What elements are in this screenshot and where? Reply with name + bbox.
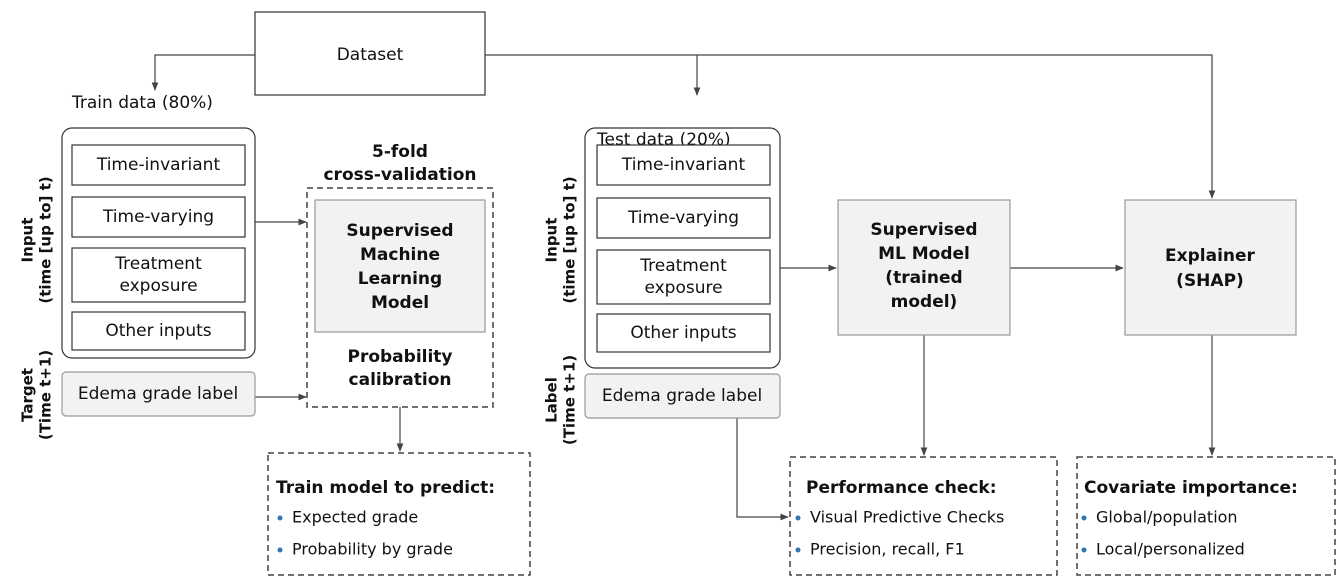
axis-label: (time [up to] t) xyxy=(37,176,55,303)
model-label: Machine xyxy=(360,245,440,265)
calibration-label: Probability xyxy=(347,347,452,367)
group-title: Train data (80%) xyxy=(71,93,213,113)
test-target-box xyxy=(584,373,781,419)
trained-model-label: ML Model xyxy=(878,244,970,264)
input-label: Time-varying xyxy=(627,208,739,228)
test-input-group xyxy=(584,127,781,369)
input-box xyxy=(596,249,771,305)
arrow xyxy=(151,54,255,91)
dataset-box xyxy=(254,11,486,96)
dataset-label: Dataset xyxy=(337,45,404,65)
performance-box xyxy=(789,456,1058,576)
trained-model-label: (trained xyxy=(885,268,962,288)
bullet xyxy=(1081,547,1087,553)
output-item: Expected grade xyxy=(292,508,418,527)
bullet xyxy=(1081,515,1087,521)
input-box xyxy=(71,144,246,186)
model-label: Model xyxy=(371,293,429,313)
output-title: Covariate importance: xyxy=(1084,478,1298,498)
axis-label: (Time t+1) xyxy=(37,350,55,440)
input-box xyxy=(71,311,246,351)
input-box xyxy=(596,144,771,186)
trained-model-label: model) xyxy=(891,292,958,312)
output-item: Global/population xyxy=(1096,508,1238,527)
output-item: Local/personalized xyxy=(1096,540,1245,559)
target-label: Edema grade label xyxy=(602,386,762,406)
arrow xyxy=(485,54,1216,199)
train-target-box xyxy=(61,371,256,417)
input-label: Other inputs xyxy=(630,323,736,343)
input-box xyxy=(71,247,246,303)
axis-label: Label xyxy=(543,377,561,423)
explainer-label: Explainer xyxy=(1165,246,1256,266)
cv-title: cross-validation xyxy=(323,165,476,185)
axis-label: Target xyxy=(19,368,37,422)
input-label: exposure xyxy=(119,276,197,296)
model-label: Learning xyxy=(358,269,442,289)
arrow xyxy=(736,418,789,521)
bullet xyxy=(795,515,801,521)
input-label: Treatment xyxy=(639,256,727,276)
output-item: Visual Predictive Checks xyxy=(810,508,1004,527)
input-box xyxy=(596,197,771,239)
output-item: Precision, recall, F1 xyxy=(810,540,965,559)
axis-label: (time [up to] t) xyxy=(561,176,579,303)
bullet xyxy=(795,547,801,553)
input-label: Other inputs xyxy=(105,321,211,341)
input-label: Time-invariant xyxy=(621,155,746,175)
trained-model-box xyxy=(837,199,1011,336)
trained-model-label: Supervised xyxy=(870,220,977,240)
target-label: Edema grade label xyxy=(78,384,238,404)
explainer-box xyxy=(1124,199,1297,336)
importance-box xyxy=(1076,456,1336,576)
explainer-label: (SHAP) xyxy=(1176,271,1244,291)
input-label: exposure xyxy=(644,278,722,298)
input-label: Time-invariant xyxy=(96,155,221,175)
output-item: Probability by grade xyxy=(292,540,453,559)
axis-label: Input xyxy=(543,218,561,263)
input-box xyxy=(596,313,771,353)
connectors xyxy=(151,54,1216,521)
cv-title: 5-fold xyxy=(372,142,428,162)
calibration-label: calibration xyxy=(349,370,452,390)
model-box xyxy=(314,199,486,333)
input-label: Time-varying xyxy=(102,207,214,227)
input-label: Treatment xyxy=(114,254,202,274)
model-label: Supervised xyxy=(346,221,453,241)
axis-label: Input xyxy=(19,218,37,263)
output-title: Performance check: xyxy=(806,478,997,498)
output-title: Train model to predict: xyxy=(276,478,495,498)
train-output-box xyxy=(267,452,531,576)
axis-label: (Time t+1) xyxy=(561,355,579,445)
bullet xyxy=(277,515,283,521)
input-box xyxy=(71,196,246,238)
bullet xyxy=(277,547,283,553)
